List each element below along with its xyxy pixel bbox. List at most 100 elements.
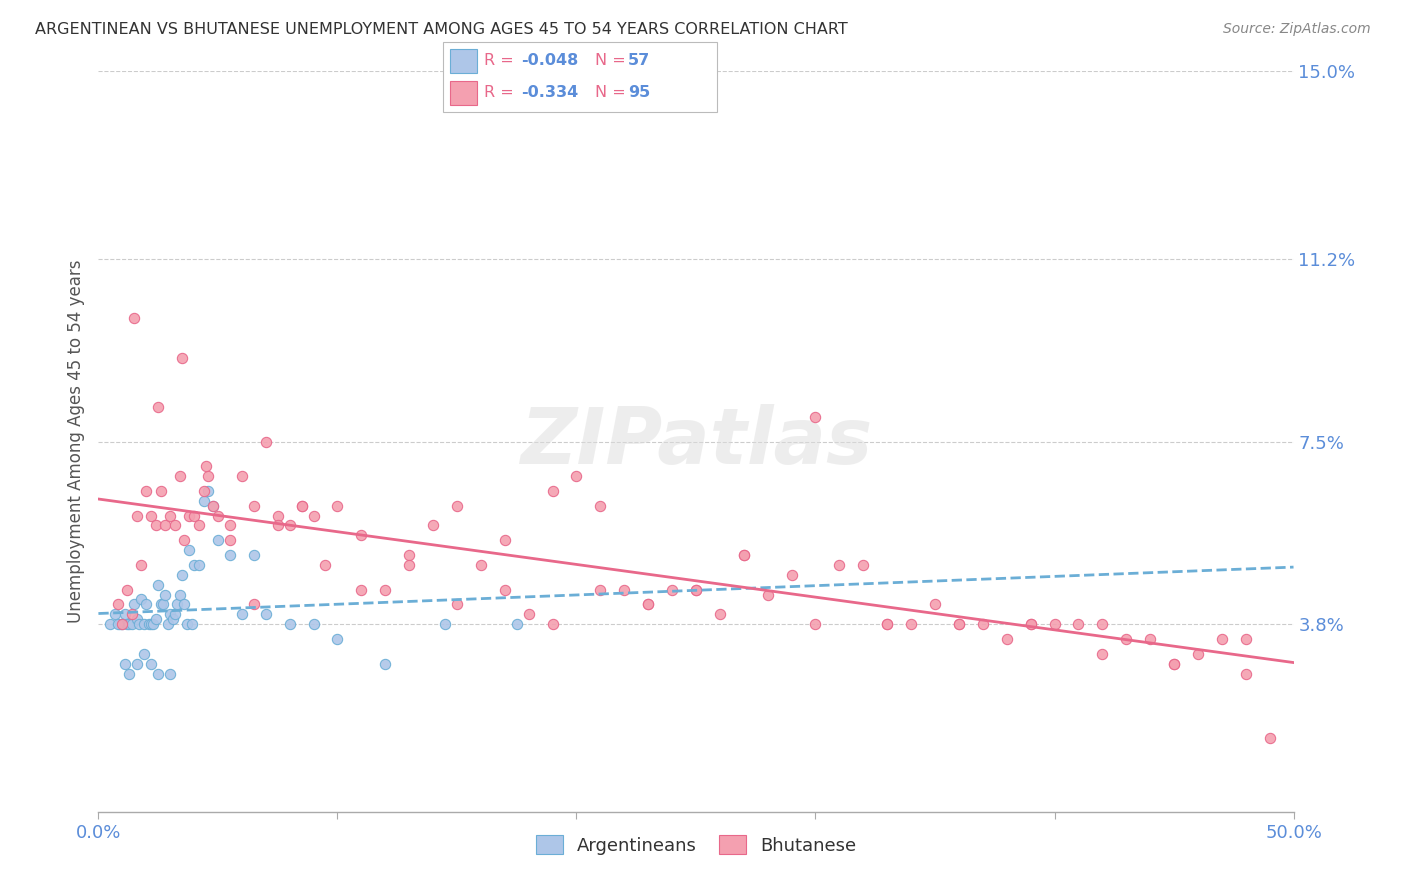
Point bbox=[193, 493, 215, 508]
Point bbox=[1043, 617, 1066, 632]
Point bbox=[243, 548, 266, 562]
Point bbox=[1019, 617, 1042, 632]
Point bbox=[111, 617, 134, 632]
Point bbox=[173, 598, 195, 612]
Point bbox=[193, 483, 215, 498]
Point bbox=[374, 657, 396, 671]
Point bbox=[155, 588, 177, 602]
Y-axis label: Unemployment Among Ages 45 to 54 years: Unemployment Among Ages 45 to 54 years bbox=[66, 260, 84, 624]
Point bbox=[972, 617, 994, 632]
Point bbox=[139, 617, 162, 632]
Text: ARGENTINEAN VS BHUTANESE UNEMPLOYMENT AMONG AGES 45 TO 54 YEARS CORRELATION CHAR: ARGENTINEAN VS BHUTANESE UNEMPLOYMENT AM… bbox=[35, 22, 848, 37]
Point bbox=[398, 558, 420, 572]
Point bbox=[876, 617, 898, 632]
Point bbox=[446, 598, 468, 612]
Point bbox=[111, 617, 134, 632]
Point bbox=[231, 607, 253, 622]
Point bbox=[278, 617, 301, 632]
Point bbox=[756, 588, 779, 602]
Point bbox=[506, 617, 529, 632]
Point bbox=[494, 582, 516, 597]
Point bbox=[613, 582, 636, 597]
Point bbox=[315, 558, 337, 572]
Point bbox=[422, 518, 444, 533]
Point bbox=[159, 508, 181, 523]
Point bbox=[197, 483, 219, 498]
Point bbox=[183, 558, 205, 572]
Point bbox=[107, 617, 129, 632]
Point bbox=[162, 612, 184, 626]
Point bbox=[98, 617, 122, 632]
Point bbox=[243, 598, 266, 612]
Point bbox=[125, 657, 148, 671]
Point bbox=[172, 567, 194, 582]
Text: N =: N = bbox=[595, 86, 631, 100]
Point bbox=[852, 558, 875, 572]
Text: 57: 57 bbox=[628, 54, 650, 68]
Point bbox=[180, 617, 202, 632]
Point bbox=[163, 518, 186, 533]
Point bbox=[995, 632, 1018, 646]
Point bbox=[104, 607, 127, 622]
FancyBboxPatch shape bbox=[450, 81, 477, 104]
Point bbox=[219, 533, 242, 548]
Point bbox=[374, 582, 396, 597]
Text: -0.334: -0.334 bbox=[522, 86, 578, 100]
Point bbox=[187, 518, 209, 533]
Point bbox=[179, 543, 201, 558]
Point bbox=[589, 499, 612, 513]
Point bbox=[876, 617, 898, 632]
Point bbox=[145, 518, 167, 533]
Point bbox=[1258, 731, 1281, 745]
Text: Source: ZipAtlas.com: Source: ZipAtlas.com bbox=[1223, 22, 1371, 37]
Text: 95: 95 bbox=[628, 86, 650, 100]
Text: R =: R = bbox=[484, 54, 519, 68]
Point bbox=[135, 598, 157, 612]
Point bbox=[541, 617, 564, 632]
Point bbox=[804, 617, 827, 632]
Point bbox=[169, 469, 191, 483]
Point bbox=[152, 598, 174, 612]
Point bbox=[1139, 632, 1161, 646]
Point bbox=[183, 508, 205, 523]
Point bbox=[145, 612, 167, 626]
Point bbox=[350, 528, 373, 542]
Point bbox=[398, 548, 420, 562]
Point bbox=[124, 598, 146, 612]
Text: ZIPatlas: ZIPatlas bbox=[520, 403, 872, 480]
Point bbox=[1163, 657, 1185, 671]
Point bbox=[302, 508, 325, 523]
Point bbox=[709, 607, 731, 622]
Point bbox=[1234, 632, 1257, 646]
Point bbox=[124, 311, 146, 326]
Point bbox=[108, 617, 131, 632]
Point bbox=[142, 617, 165, 632]
Text: N =: N = bbox=[595, 54, 631, 68]
Point bbox=[148, 400, 170, 414]
Point bbox=[114, 657, 136, 671]
Legend: Argentineans, Bhutanese: Argentineans, Bhutanese bbox=[529, 828, 863, 862]
Point bbox=[267, 518, 290, 533]
Point bbox=[114, 607, 136, 622]
Point bbox=[121, 607, 143, 622]
Point bbox=[302, 617, 325, 632]
Point bbox=[350, 582, 373, 597]
Point bbox=[118, 666, 141, 681]
Point bbox=[733, 548, 755, 562]
Point bbox=[1115, 632, 1137, 646]
Text: R =: R = bbox=[484, 86, 519, 100]
Point bbox=[1211, 632, 1233, 646]
Text: -0.048: -0.048 bbox=[522, 54, 578, 68]
Point bbox=[541, 483, 564, 498]
Point bbox=[828, 558, 851, 572]
Point bbox=[128, 617, 150, 632]
Point bbox=[172, 351, 194, 365]
Point bbox=[661, 582, 683, 597]
Point bbox=[115, 617, 138, 632]
Point bbox=[139, 657, 162, 671]
Point bbox=[207, 508, 229, 523]
Point bbox=[125, 508, 148, 523]
Point bbox=[149, 598, 172, 612]
Point bbox=[125, 612, 148, 626]
Point bbox=[1187, 647, 1209, 661]
